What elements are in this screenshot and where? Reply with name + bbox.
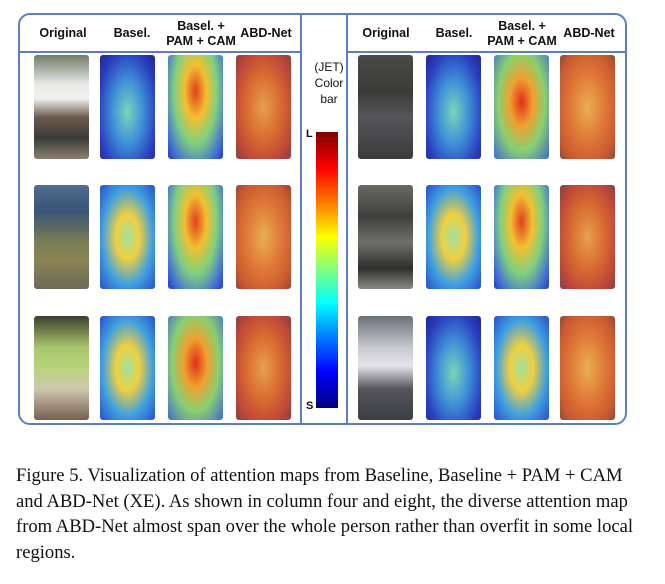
- header-pam-cam-left: Basel. + PAM + CAM: [166, 19, 236, 48]
- colorbar-title-line2: Color: [314, 76, 344, 90]
- header-rule-left: [20, 51, 302, 53]
- colorbar-bottom-label: S: [306, 400, 314, 412]
- person-image: [358, 316, 413, 420]
- figure-caption: Figure 5. Visualization of attention map…: [16, 465, 634, 563]
- pam-cam-attention-map: [168, 316, 223, 420]
- header-original-right: Original: [362, 26, 410, 40]
- abd-net-attention-map: [236, 316, 291, 420]
- header-abd-net-left: ABD-Net: [240, 26, 292, 40]
- baseline-attention-map: [426, 185, 481, 289]
- divider-right: [346, 15, 348, 423]
- person-image: [34, 55, 89, 159]
- abd-net-attention-map: [560, 316, 615, 420]
- header-baseline-right: Basel.: [435, 26, 473, 40]
- divider-left: [300, 15, 302, 423]
- baseline-attention-map: [100, 185, 155, 289]
- baseline-attention-map: [426, 55, 481, 159]
- pam-cam-attention-map: [494, 55, 549, 159]
- jet-colorbar: [316, 132, 338, 408]
- colorbar-title-line1: (JET): [314, 60, 344, 74]
- baseline-attention-map: [100, 316, 155, 420]
- pam-cam-attention-map: [168, 185, 223, 289]
- colorbar-title-line3: bar: [320, 92, 338, 106]
- pam-cam-attention-map: [494, 185, 549, 289]
- person-image: [358, 55, 413, 159]
- pam-cam-attention-map: [494, 316, 549, 420]
- abd-net-attention-map: [236, 55, 291, 159]
- abd-net-attention-map: [560, 185, 615, 289]
- person-image: [358, 185, 413, 289]
- baseline-attention-map: [426, 316, 481, 420]
- person-image: [34, 316, 89, 420]
- person-image: [34, 185, 89, 289]
- header-baseline-left: Basel.: [113, 26, 151, 40]
- header-original-left: Original: [39, 26, 87, 40]
- abd-net-attention-map: [236, 185, 291, 289]
- baseline-attention-map: [100, 55, 155, 159]
- header-abd-net-right: ABD-Net: [563, 26, 615, 40]
- header-rule-right: [348, 51, 625, 53]
- abd-net-attention-map: [560, 55, 615, 159]
- figure-panel: Original Basel. Basel. + PAM + CAM ABD-N…: [18, 13, 627, 425]
- pam-cam-attention-map: [168, 55, 223, 159]
- colorbar-top-label: L: [306, 128, 313, 140]
- header-pam-cam-right: Basel. + PAM + CAM: [487, 19, 557, 48]
